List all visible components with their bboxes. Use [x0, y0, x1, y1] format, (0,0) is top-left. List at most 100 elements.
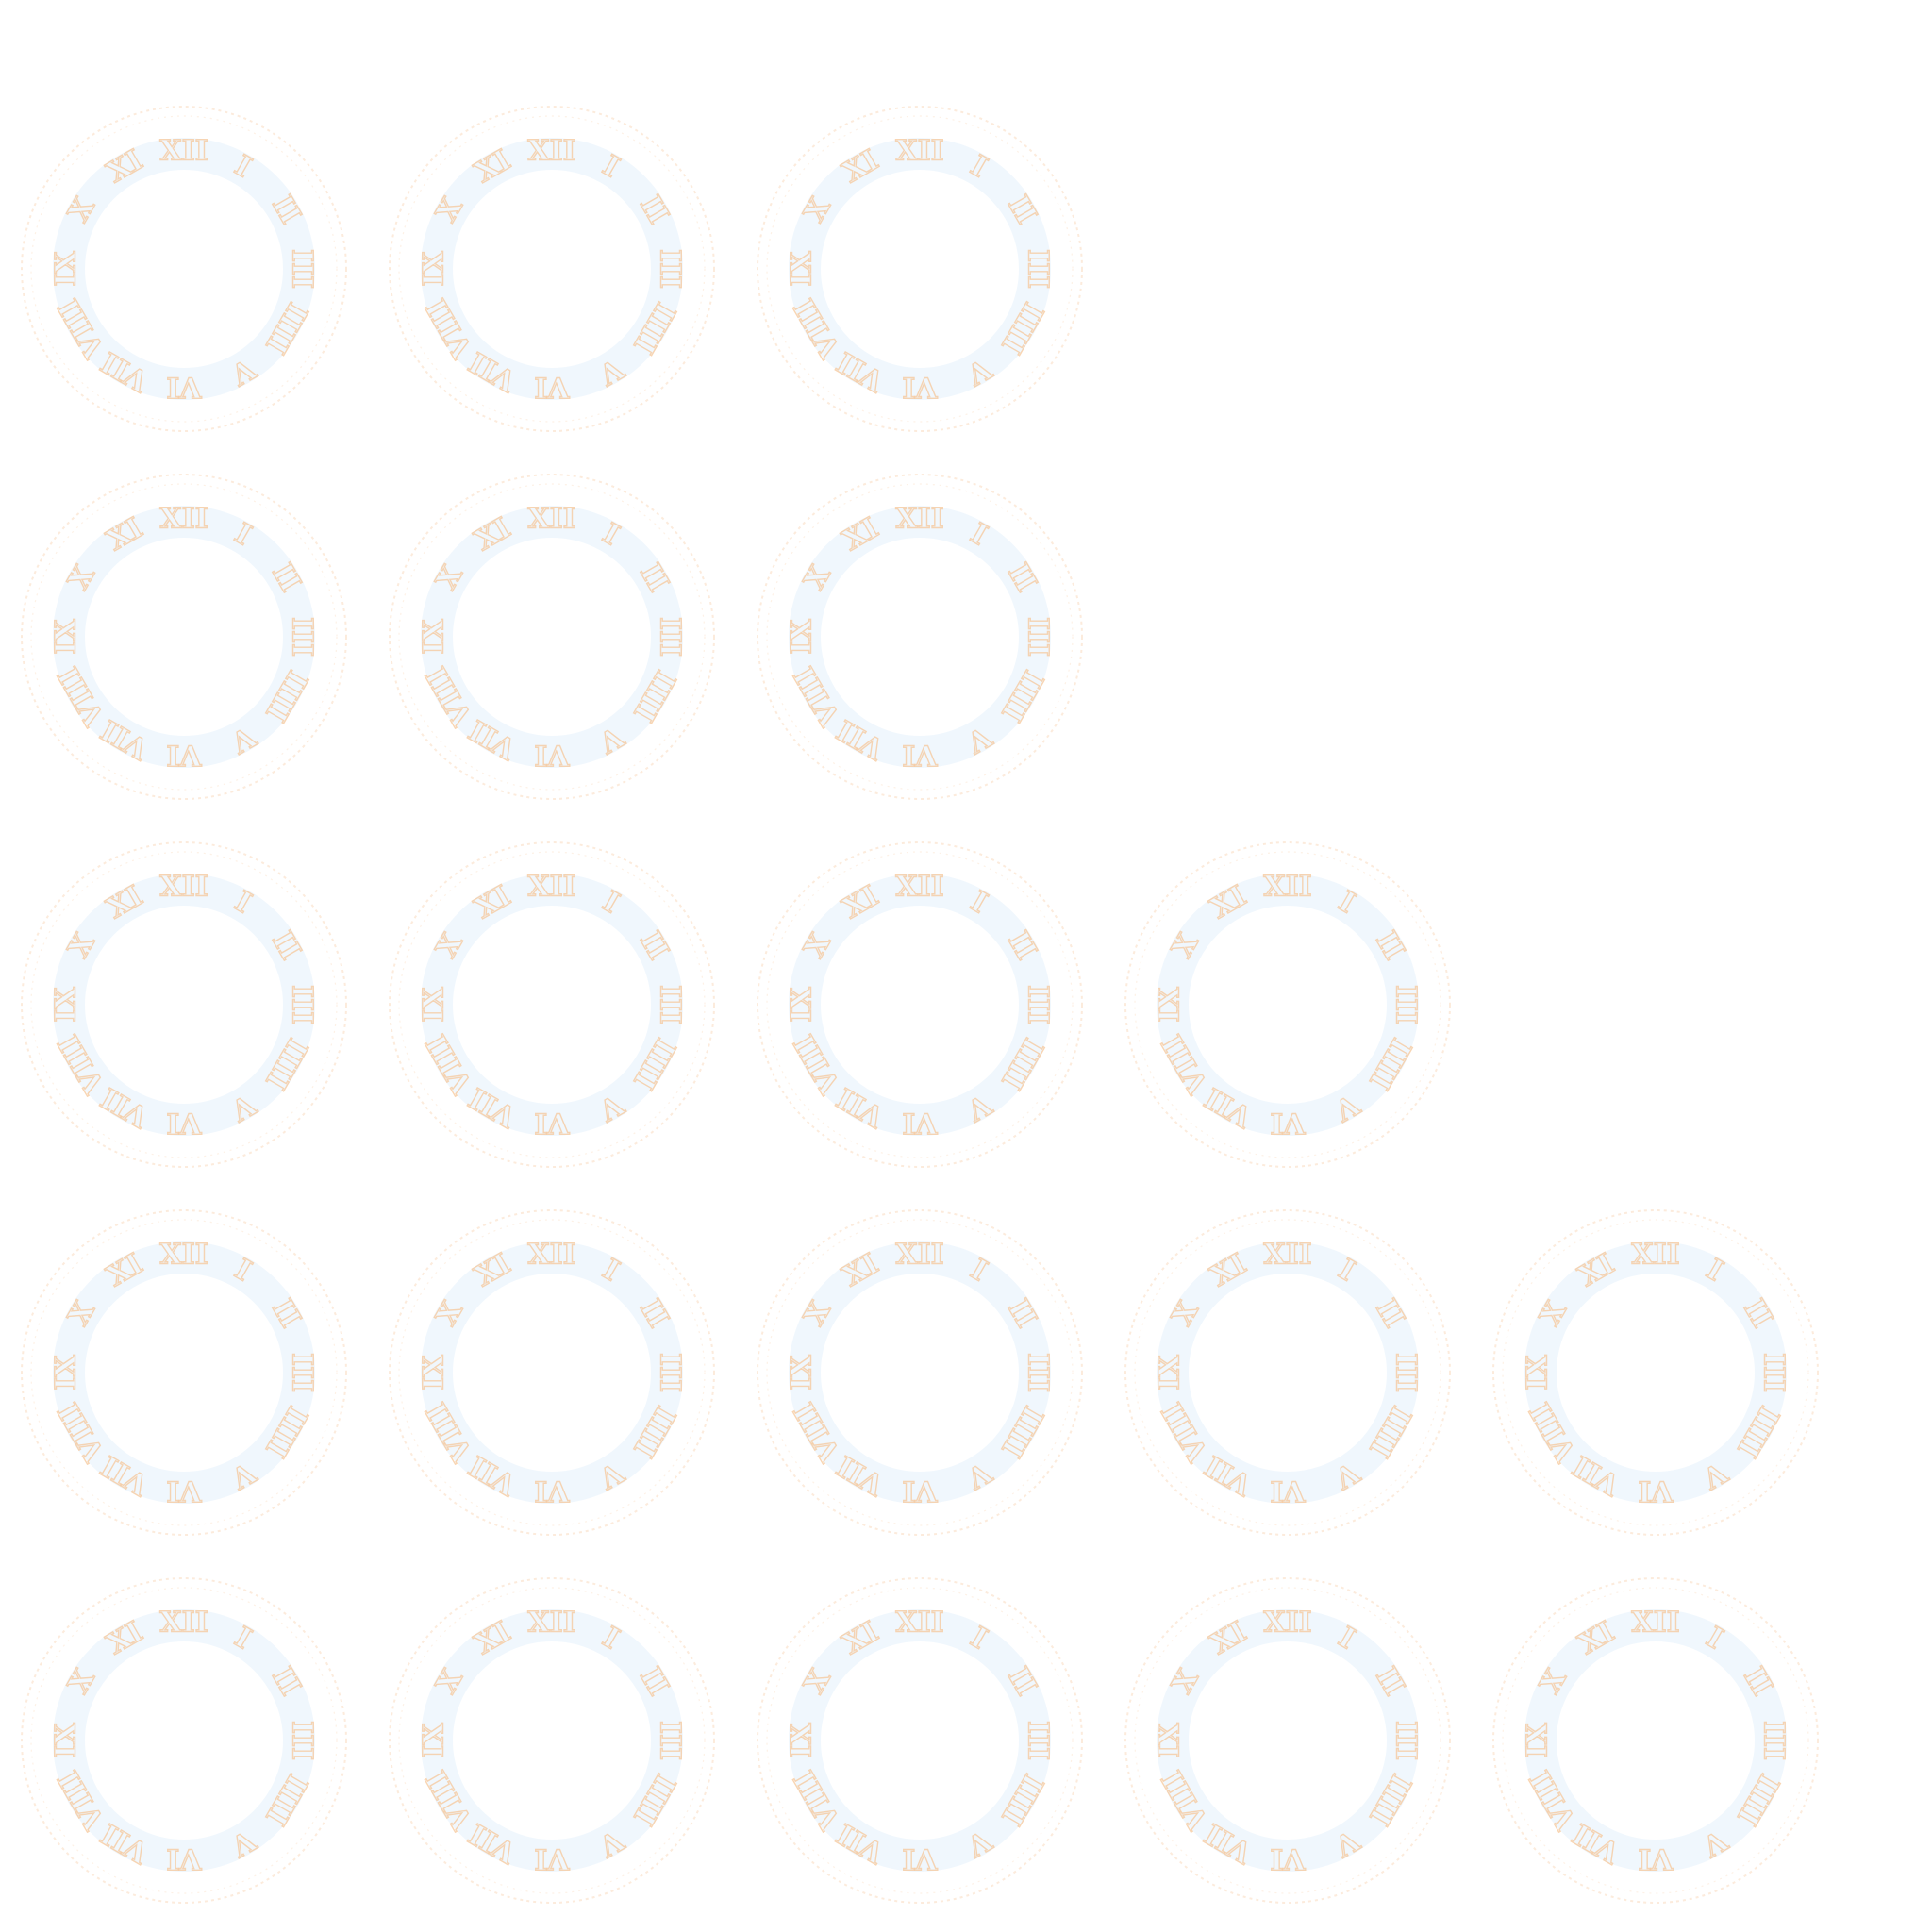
- dial-inner-rim: [1502, 1219, 1809, 1526]
- dial-outer-rim: [389, 1577, 715, 1904]
- dial-numeral: VI: [902, 1474, 938, 1507]
- dial-numeral: IX: [1522, 1723, 1555, 1758]
- dial-inner-rim: [398, 483, 706, 791]
- clock-dial: XII I II III IIII V VI VII VIII IX X XI: [387, 104, 717, 434]
- dial-halo-ring: [789, 1609, 1051, 1872]
- dial-outer-rim: [757, 474, 1083, 800]
- dial-outer-rim: [757, 1577, 1083, 1904]
- dial-outer-rim: [21, 106, 347, 432]
- clock-dial: XII I II III IIII V VI VII VIII IX X XI: [19, 1208, 349, 1538]
- dial-numeral: IX: [50, 619, 83, 655]
- dial-outer-rim: [1124, 1209, 1451, 1536]
- clock-dial: XII I II III IIII V VI VII VIII IX X XI: [755, 104, 1085, 434]
- dial-numeral: VI: [1270, 1842, 1306, 1875]
- dial-numeral: III: [1022, 249, 1055, 289]
- dial-numeral: VI: [902, 739, 938, 772]
- dial-numeral: IX: [418, 987, 451, 1023]
- dial-numeral: VI: [534, 1474, 570, 1507]
- dial-outer-rim: [389, 841, 715, 1168]
- dial-numeral: XII: [527, 1239, 575, 1272]
- dial-inner-rim: [398, 115, 706, 423]
- dial-numeral: XII: [159, 1607, 208, 1640]
- dial-inner-rim: [30, 1219, 338, 1526]
- clock-dial: XII I II III IIII V VI VII VIII IX X XI: [387, 1208, 717, 1538]
- dial-numeral: VI: [1270, 1107, 1306, 1140]
- dial-halo-ring: [421, 138, 683, 400]
- dial-numeral: XII: [1263, 871, 1311, 904]
- dial-numeral: IX: [786, 251, 819, 287]
- dial-numeral: IX: [786, 619, 819, 655]
- dial-inner-rim: [1134, 851, 1441, 1158]
- dial-halo-ring: [1157, 1241, 1419, 1504]
- dial-numeral: XII: [895, 1607, 943, 1640]
- dial-numeral: XII: [527, 1607, 575, 1640]
- dial-numeral: IX: [50, 1723, 83, 1758]
- dial-numeral: IX: [418, 619, 451, 655]
- clock-dial: XII I II III IIII V VI VII VIII IX X XI: [19, 104, 349, 434]
- dial-halo-ring: [53, 506, 315, 768]
- dial-halo-ring: [1524, 1241, 1787, 1504]
- dial-halo-ring: [789, 138, 1051, 400]
- clock-dial: XII I II III IIII V VI VII VIII IX X XI: [1491, 1208, 1821, 1538]
- dial-outer-rim: [21, 1577, 347, 1904]
- dial-numeral: XII: [895, 503, 943, 536]
- clock-dial: XII I II III IIII V VI VII VIII IX X XI: [755, 1575, 1085, 1906]
- clock-dial: XII I II III IIII V VI VII VIII IX X XI: [387, 472, 717, 802]
- dial-numeral: III: [1757, 1721, 1790, 1760]
- dial-numeral: VI: [902, 1842, 938, 1875]
- clock-dial: XII I II III IIII V VI VII VIII IX X XI: [387, 1575, 717, 1906]
- dial-outer-rim: [389, 474, 715, 800]
- dial-numeral: XII: [527, 135, 575, 168]
- dial-numeral: III: [286, 1353, 319, 1392]
- clock-dial: XII I II III IIII V VI VII VIII IX X XI: [19, 840, 349, 1170]
- dial-outer-rim: [757, 106, 1083, 432]
- dial-outer-rim: [1492, 1209, 1819, 1536]
- dial-numeral: IX: [418, 1723, 451, 1758]
- dial-numeral: IX: [50, 987, 83, 1023]
- dial-numeral: IX: [1154, 987, 1187, 1023]
- dial-inner-rim: [766, 115, 1074, 423]
- dial-numeral: VI: [1270, 1474, 1306, 1507]
- dial-numeral: XII: [895, 135, 943, 168]
- dial-numeral: IX: [786, 1355, 819, 1391]
- clock-dial: XII I II III IIII V VI VII VIII IX X XI: [1123, 840, 1453, 1170]
- clock-dial: XII I II III IIII V VI VII VIII IX X XI: [755, 840, 1085, 1170]
- dial-halo-ring: [421, 1241, 683, 1504]
- dial-numeral: IX: [786, 1723, 819, 1758]
- dial-inner-rim: [766, 483, 1074, 791]
- dial-outer-rim: [1124, 841, 1451, 1168]
- dial-numeral: III: [286, 617, 319, 657]
- dial-inner-rim: [1502, 1587, 1809, 1894]
- dial-numeral: III: [1390, 985, 1423, 1024]
- clock-dial: XII I II III IIII V VI VII VIII IX X XI: [1123, 1208, 1453, 1538]
- dial-numeral: IX: [418, 251, 451, 287]
- dial-outer-rim: [21, 841, 347, 1168]
- dial-inner-rim: [398, 851, 706, 1158]
- dial-numeral: XII: [895, 871, 943, 904]
- dial-numeral: III: [1022, 617, 1055, 657]
- dial-outer-rim: [21, 474, 347, 800]
- dial-halo-ring: [421, 506, 683, 768]
- dial-numeral: XII: [159, 503, 208, 536]
- dial-halo-ring: [789, 506, 1051, 768]
- clock-dial: XII I II III IIII V VI VII VIII IX X XI: [1491, 1575, 1821, 1906]
- dial-inner-rim: [766, 1587, 1074, 1894]
- dial-inner-rim: [30, 115, 338, 423]
- dial-numeral: XII: [527, 871, 575, 904]
- dial-numeral: VI: [534, 1842, 570, 1875]
- dial-numeral: VI: [534, 739, 570, 772]
- dial-inner-rim: [30, 851, 338, 1158]
- dial-numeral: III: [654, 1353, 687, 1392]
- dial-numeral: VI: [166, 1107, 202, 1140]
- dial-numeral: III: [1757, 1353, 1790, 1392]
